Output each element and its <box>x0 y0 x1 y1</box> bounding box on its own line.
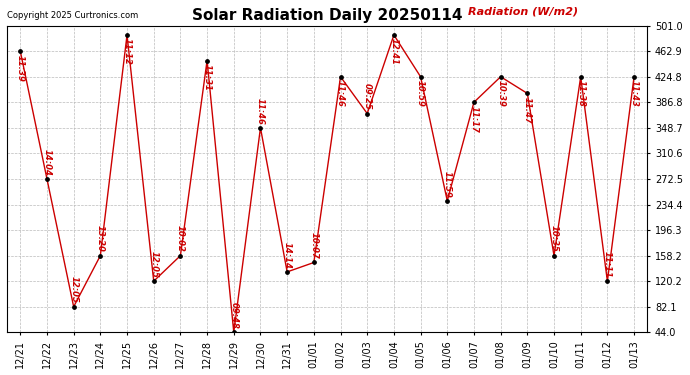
Text: 10:35: 10:35 <box>549 225 558 252</box>
Text: 12:05: 12:05 <box>69 276 78 303</box>
Point <box>148 278 159 284</box>
Text: Radiation (W/m2): Radiation (W/m2) <box>468 6 578 16</box>
Text: 11:31: 11:31 <box>203 64 212 91</box>
Point <box>308 260 319 266</box>
Text: 09:48: 09:48 <box>229 302 238 329</box>
Point <box>362 111 373 117</box>
Point <box>201 57 213 63</box>
Point <box>14 48 26 54</box>
Point <box>68 304 79 310</box>
Text: 14:04: 14:04 <box>43 149 52 176</box>
Point <box>175 253 186 259</box>
Point <box>629 74 640 80</box>
Text: 11:39: 11:39 <box>16 54 25 81</box>
Point <box>522 90 533 96</box>
Text: 10:02: 10:02 <box>176 225 185 252</box>
Point <box>495 74 506 80</box>
Point <box>228 329 239 335</box>
Point <box>41 176 52 182</box>
Text: 11:12: 11:12 <box>123 38 132 65</box>
Point <box>575 74 586 80</box>
Point <box>388 32 400 38</box>
Text: 13:20: 13:20 <box>96 225 105 252</box>
Point <box>469 99 480 105</box>
Title: Solar Radiation Daily 20250114: Solar Radiation Daily 20250114 <box>192 8 462 23</box>
Text: 09:25: 09:25 <box>363 83 372 110</box>
Text: 11:43: 11:43 <box>629 80 638 107</box>
Point <box>121 32 132 38</box>
Text: 11:11: 11:11 <box>603 251 612 278</box>
Text: Copyright 2025 Curtronics.com: Copyright 2025 Curtronics.com <box>7 11 138 20</box>
Point <box>442 198 453 204</box>
Text: 12:41: 12:41 <box>389 38 398 65</box>
Text: 10:39: 10:39 <box>496 80 505 107</box>
Point <box>255 125 266 131</box>
Point <box>282 269 293 275</box>
Text: 11:59: 11:59 <box>443 171 452 197</box>
Point <box>335 74 346 80</box>
Text: 11:46: 11:46 <box>256 98 265 124</box>
Text: 11:47: 11:47 <box>523 97 532 124</box>
Point <box>415 74 426 80</box>
Text: 10:59: 10:59 <box>416 80 425 107</box>
Point <box>549 253 560 259</box>
Text: 10:07: 10:07 <box>309 232 318 259</box>
Point <box>602 278 613 284</box>
Text: 11:38: 11:38 <box>576 80 585 107</box>
Point <box>95 253 106 259</box>
Text: 11:46: 11:46 <box>336 80 345 107</box>
Text: 12:05: 12:05 <box>149 251 158 278</box>
Text: 11:17: 11:17 <box>469 106 478 132</box>
Text: 14:14: 14:14 <box>283 242 292 268</box>
